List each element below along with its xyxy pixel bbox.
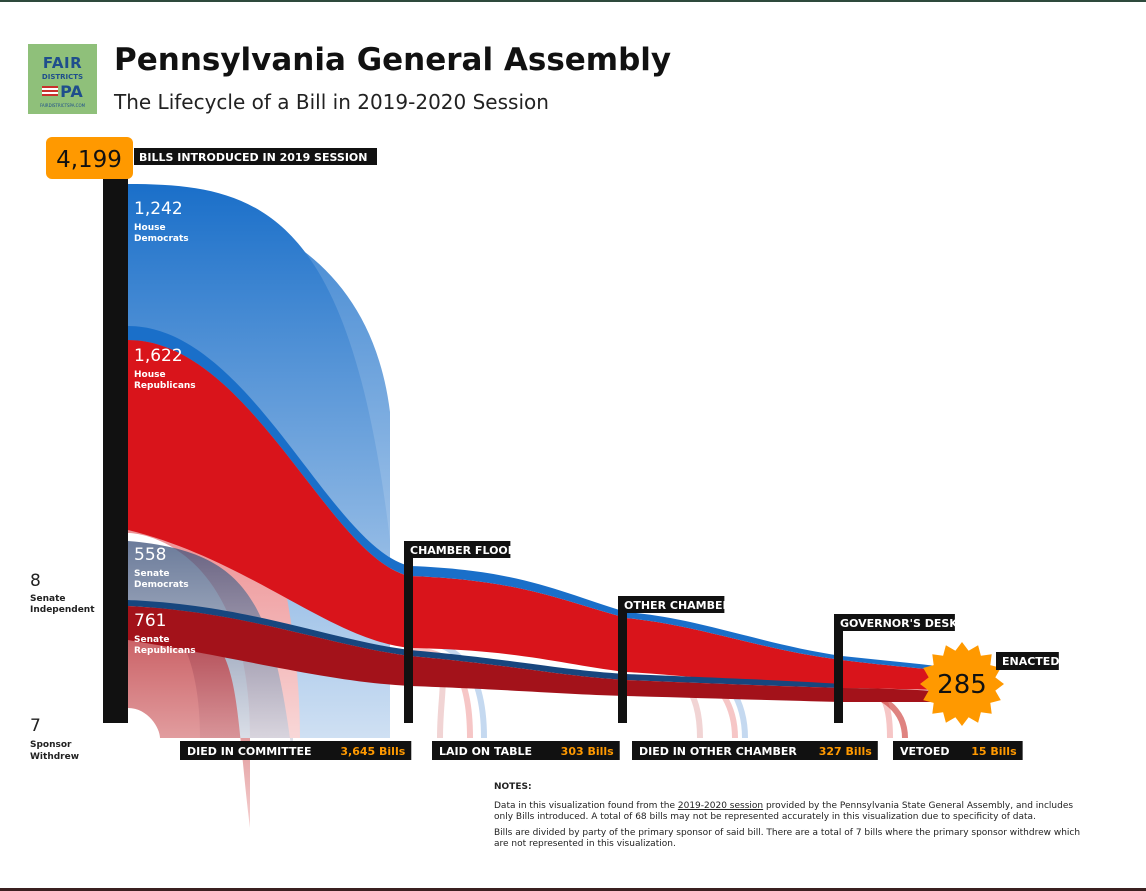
intro-bar	[103, 178, 128, 723]
flow-senate-republicans-main	[128, 606, 955, 702]
flow-house-republicans-main	[128, 340, 955, 690]
enacted-tag	[996, 652, 1059, 670]
stage-label-2: GOVERNOR'S DESK	[840, 617, 958, 630]
outcome-label-2: DIED IN OTHER CHAMBER	[639, 745, 797, 758]
committee-outflow-senate-republicans	[128, 608, 250, 828]
chamber-floor-bar	[404, 548, 413, 723]
logo-line1: FAIR	[42, 54, 83, 72]
total-label: BILLS INTRODUCED IN 2019 SESSION	[139, 151, 368, 164]
logo-line2: DISTRICTS	[41, 73, 84, 81]
logo-line3-wrap: PA	[28, 82, 97, 101]
outcome-tag-1	[432, 741, 620, 760]
outcome-label-3: VETOED	[900, 745, 950, 758]
notes-paragraph-2: Bills are divided by party of the primar…	[494, 828, 1081, 849]
logo-line4: FAIRDISTRICTSPA.COM	[39, 103, 86, 108]
total-label-tag	[134, 148, 377, 165]
outcome-tag-2	[632, 741, 878, 760]
source-value-house-republicans: 1,622	[134, 346, 183, 366]
session-link[interactable]: 2019-2020 session	[677, 801, 764, 811]
side-label1-sponsor-withdrew: Sponsor	[30, 740, 72, 750]
enacted-label: ENACTED	[1002, 655, 1059, 668]
stage-tag-2	[834, 614, 955, 631]
stage-tag-1	[618, 596, 725, 613]
source-value-senate-republicans: 761	[134, 611, 166, 631]
source-label2-senate-republicans: Republicans	[134, 646, 196, 656]
outcome-label-1: LAID ON TABLE	[439, 745, 532, 758]
outcome-tag-3	[893, 741, 1023, 760]
total-value: 4,199	[56, 147, 122, 173]
source-label1-senate-republicans: Senate	[134, 635, 169, 645]
notes-p1-start: Data in this visualization found from th…	[494, 801, 678, 811]
flag-icon	[42, 86, 59, 96]
fair-districts-pa-logo: FAIR DISTRICTS PA FAIRDISTRICTSPA.COM	[28, 44, 97, 114]
side-label2-senate-independent: Independent	[30, 605, 95, 615]
outcome-value-3: 15 Bills	[971, 745, 1017, 758]
enacted-starburst	[920, 642, 1004, 726]
total-badge	[46, 137, 133, 179]
page-subtitle: The Lifecycle of a Bill in 2019-2020 Ses…	[114, 90, 549, 114]
other-chamber-bar	[618, 603, 627, 723]
logo-line3: PA	[60, 82, 83, 101]
side-label1-senate-independent: Senate	[30, 594, 65, 604]
side-label2-sponsor-withdrew: Withdrew	[30, 752, 79, 762]
bottom-border	[0, 888, 1146, 891]
notes-heading: NOTES:	[494, 782, 532, 792]
top-border	[0, 0, 1146, 2]
enacted-value: 285	[937, 670, 987, 700]
stage-label-1: OTHER CHAMBER	[624, 599, 732, 612]
source-label2-senate-democrats: Democrats	[134, 580, 189, 590]
governors-desk-bar	[834, 621, 843, 723]
outcome-tag-0	[180, 741, 412, 760]
outcome-value-1: 303 Bills	[561, 745, 614, 758]
source-value-senate-democrats: 558	[134, 545, 166, 565]
notes-p1-end: provided by the Pennsylvania State Gener…	[494, 801, 1074, 822]
notes-paragraph-1: Data in this visualization found from th…	[494, 801, 1094, 823]
flow-house-democrats-main	[128, 326, 955, 672]
source-label2-house-republicans: Republicans	[134, 381, 196, 391]
source-label1-house-democrats: House	[134, 223, 166, 233]
stage-tag-0	[404, 541, 511, 558]
side-value-sponsor-withdrew: 7	[30, 716, 41, 736]
source-value-house-democrats: 1,242	[134, 199, 183, 219]
source-label2-house-democrats: Democrats	[134, 234, 189, 244]
source-label1-house-republicans: House	[134, 370, 166, 380]
outcome-label-0: DIED IN COMMITTEE	[187, 745, 312, 758]
outcome-value-0: 3,645 Bills	[340, 745, 405, 758]
side-value-senate-independent: 8	[30, 571, 41, 591]
outcome-value-2: 327 Bills	[819, 745, 872, 758]
flow-senate-democrats-main	[128, 600, 842, 688]
notes: NOTES: Data in this visualization found …	[494, 782, 1094, 855]
page-title: Pennsylvania General Assembly	[114, 42, 672, 78]
source-label1-senate-democrats: Senate	[134, 569, 169, 579]
stage-label-0: CHAMBER FLOOR	[410, 544, 517, 557]
